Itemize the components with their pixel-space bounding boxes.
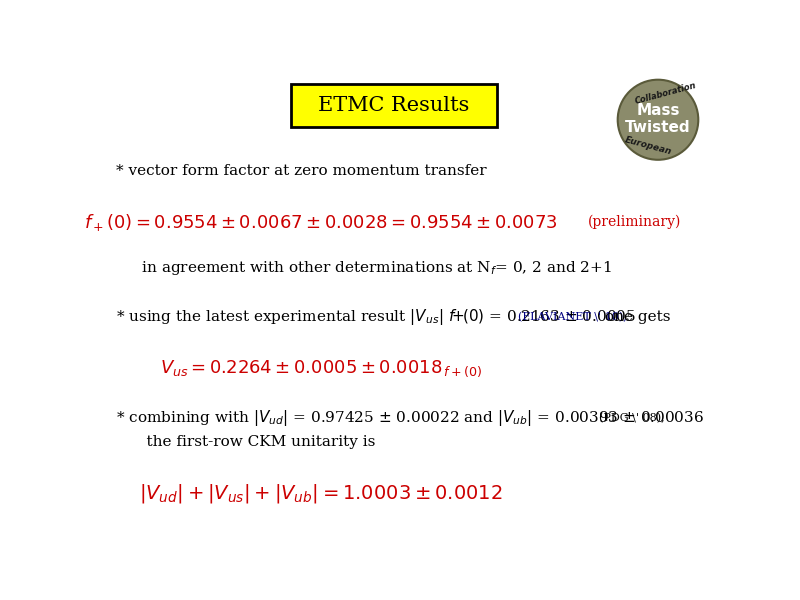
- Text: European: European: [624, 135, 673, 157]
- Text: (PDG \' 08),: (PDG \' 08),: [599, 413, 665, 424]
- FancyBboxPatch shape: [290, 85, 497, 127]
- Text: * combining with $|V_{ud}|$ = 0.97425 $\pm$ 0.00022 and $|V_{ub}|$ = 0.00393 $\p: * combining with $|V_{ud}|$ = 0.97425 $\…: [115, 409, 703, 428]
- Text: Mass: Mass: [636, 103, 680, 118]
- Text: $|V_{ud}|+|V_{us}|+|V_{ub}| = 1.0003\pm0.0012$: $|V_{ud}|+|V_{us}|+|V_{ub}| = 1.0003\pm0…: [139, 482, 502, 505]
- Text: (preliminary): (preliminary): [588, 215, 682, 229]
- Text: ETMC Results: ETMC Results: [318, 97, 470, 115]
- Text: * using the latest experimental result $|V_{us}|$ $f\!\!+\!\!(0)$ = 0.2163 $\pm$: * using the latest experimental result $…: [115, 307, 635, 327]
- Text: * vector form factor at zero momentum transfer: * vector form factor at zero momentum tr…: [115, 164, 486, 178]
- Circle shape: [618, 80, 698, 160]
- Text: $\mathit{V}_{us} = 0.2264\pm0.0005\pm0.0018_{\,f+(0)}$: $\mathit{V}_{us} = 0.2264\pm0.0005\pm0.0…: [160, 358, 482, 379]
- Text: $\mathit{f}_+(0) = 0.9554\pm0.0067\pm0.0028 = 0.9554\pm0.0073$: $\mathit{f}_+(0) = 0.9554\pm0.0067\pm0.0…: [84, 212, 558, 233]
- Text: in agreement with other determinations at N$_f$= 0, 2 and 2+1: in agreement with other determinations a…: [127, 259, 612, 277]
- Text: (FLAVIANET \' 10),: (FLAVIANET \' 10),: [518, 311, 627, 322]
- Text: Collaboration: Collaboration: [634, 81, 698, 106]
- Text: one gets: one gets: [606, 310, 670, 324]
- Text: Twisted: Twisted: [625, 120, 691, 135]
- Text: the first-row CKM unitarity is: the first-row CKM unitarity is: [127, 434, 375, 449]
